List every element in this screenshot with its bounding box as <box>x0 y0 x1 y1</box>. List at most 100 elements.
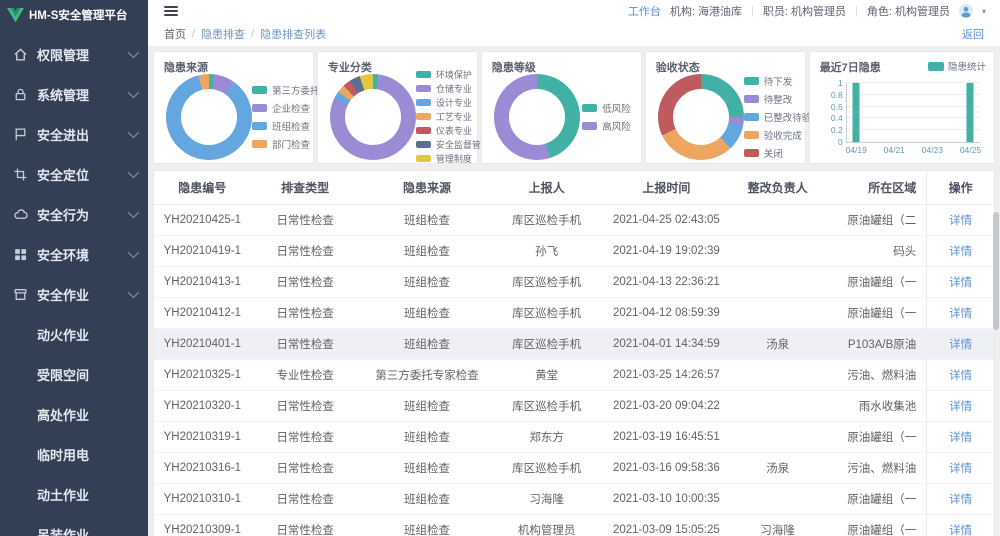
cell-操作: 详情 <box>926 421 994 453</box>
detail-link[interactable]: 详情 <box>949 525 973 536</box>
chart-title: 隐患来源 <box>164 62 208 74</box>
bar-legend[interactable]: 隐患统计 <box>927 59 986 73</box>
legend-swatch <box>415 155 431 162</box>
legend-item[interactable]: 待整改 <box>743 92 812 106</box>
sidebar-item-0[interactable]: 权限管理 <box>0 34 148 74</box>
cell-隐患编号: YH20210419-1 <box>154 235 251 267</box>
legend-item[interactable]: 仪表专业 <box>415 124 490 137</box>
legend-item[interactable]: 管理制度 <box>415 152 490 165</box>
cell-整改负责人 <box>733 266 822 298</box>
x-axis-tick: 04/25 <box>959 145 982 155</box>
cell-整改负责人 <box>733 235 822 267</box>
legend-item[interactable]: 验收完成 <box>743 128 812 142</box>
table-header-4: 上报时间 <box>599 171 734 205</box>
cell-整改负责人 <box>733 390 822 422</box>
cell-整改负责人 <box>733 297 822 329</box>
cell-隐患编号: YH20210310-1 <box>154 483 251 515</box>
detail-link[interactable]: 详情 <box>949 432 973 444</box>
legend-label: 高风险 <box>602 121 631 133</box>
sidebar-item-12[interactable]: 吊装作业 <box>0 514 148 536</box>
detail-link[interactable]: 详情 <box>949 463 973 475</box>
sidebar-item-label: 吊装作业 <box>37 527 90 536</box>
cell-操作: 详情 <box>926 452 994 484</box>
sidebar-item-label: 受限空间 <box>37 367 90 383</box>
legend-label: 第三方委托专家检查 <box>272 85 334 97</box>
sidebar-item-label: 系统管理 <box>37 87 90 103</box>
table-header-0: 隐患编号 <box>154 171 251 205</box>
logo-row: HM-S安全管理平台 <box>0 0 148 28</box>
legend-item[interactable]: 关闭 <box>743 146 812 160</box>
detail-link[interactable]: 详情 <box>949 370 973 382</box>
chevron-down-icon <box>127 46 140 59</box>
cell-排查类型: 日常性检查 <box>250 266 360 298</box>
legend-label: 验收完成 <box>763 130 802 142</box>
sidebar-item-4[interactable]: 安全行为 <box>0 194 148 234</box>
sidebar-item-2[interactable]: 安全进出 <box>0 114 148 154</box>
chart-card-1: 专业分类 环境保护 仓储专业 设计专业 工艺专业 仪表专业 安全监督管理 管理制度 <box>316 51 490 164</box>
legend-item[interactable]: 部门检查 <box>252 137 334 151</box>
cell-隐患编号: YH20210425-1 <box>154 204 251 236</box>
sidebar-item-7[interactable]: 动火作业 <box>0 314 148 354</box>
sidebar-item-8[interactable]: 受限空间 <box>0 354 148 394</box>
detail-link[interactable]: 详情 <box>949 277 973 289</box>
cell-隐患编号: YH20210309-1 <box>154 514 251 536</box>
legend-item[interactable]: 设计专业 <box>415 96 490 109</box>
detail-link[interactable]: 详情 <box>949 339 973 351</box>
breadcrumb-item-2[interactable]: 隐患排查列表 <box>260 29 327 41</box>
cell-排查类型: 日常性检查 <box>250 204 360 236</box>
cell-排查类型: 日常性检查 <box>250 452 360 484</box>
legend-item[interactable]: 环境保护 <box>415 68 490 81</box>
legend-item[interactable]: 待下发 <box>743 74 812 88</box>
legend-item[interactable]: 安全监督管理 <box>415 138 490 151</box>
legend-swatch <box>743 148 759 157</box>
table-header-2: 隐患来源 <box>359 171 495 205</box>
cell-整改负责人: 汤泉 <box>733 452 822 484</box>
table-row: YH20210419-1 日常性检查 班组检查 孙飞 2021-04-19 19:02:… <box>154 235 994 267</box>
cell-整改负责人: 习海隆 <box>733 514 822 536</box>
cell-排查类型: 日常性检查 <box>250 328 360 360</box>
legend-item[interactable]: 已整改待验 <box>743 110 811 124</box>
detail-link[interactable]: 详情 <box>949 308 973 320</box>
legend-label: 待整改 <box>763 94 793 106</box>
cell-所在区域: 码头 <box>821 235 927 267</box>
legend-item[interactable]: 低风险 <box>582 101 631 115</box>
page-scrollbar[interactable] <box>993 212 999 330</box>
breadcrumb-separator: / <box>192 28 196 40</box>
lock-icon <box>13 87 28 102</box>
chevron-down-icon[interactable]: ▾ <box>981 6 986 16</box>
back-link[interactable]: 返回 <box>962 29 984 41</box>
table-header-5: 整改负责人 <box>733 171 822 205</box>
legend-item[interactable]: 企业检查 <box>252 101 334 115</box>
cell-排查类型: 日常性检查 <box>250 483 360 515</box>
sidebar-item-9[interactable]: 高处作业 <box>0 394 148 434</box>
legend-item[interactable]: 班组检查 <box>252 119 334 133</box>
detail-link[interactable]: 详情 <box>949 246 973 258</box>
breadcrumb-item-1[interactable]: 隐患排查 <box>201 29 246 41</box>
sidebar-item-10[interactable]: 临时用电 <box>0 434 148 474</box>
y-axis-tick: 1 <box>837 78 843 88</box>
cell-上报时间: 2021-04-25 02:43:05 <box>599 204 734 236</box>
legend-item[interactable]: 仓储专业 <box>415 82 490 95</box>
cell-上报人: 库区巡检手机 <box>494 390 600 422</box>
user-avatar-icon[interactable] <box>958 4 973 18</box>
sidebar-item-3[interactable]: 安全定位 <box>0 154 148 194</box>
sidebar-item-1[interactable]: 系统管理 <box>0 74 148 114</box>
sidebar-item-5[interactable]: 安全环境 <box>0 234 148 274</box>
sidebar-item-11[interactable]: 动土作业 <box>0 474 148 514</box>
detail-link[interactable]: 详情 <box>949 215 973 227</box>
legend-swatch <box>252 103 267 112</box>
detail-link[interactable]: 详情 <box>949 401 973 413</box>
menu-toggle-icon[interactable] <box>164 6 178 16</box>
cell-操作: 详情 <box>926 204 994 236</box>
chevron-down-icon <box>127 126 140 139</box>
workbench-link[interactable]: 工作台 <box>627 6 661 18</box>
legend-item[interactable]: 工艺专业 <box>415 110 490 123</box>
legend-item[interactable]: 高风险 <box>582 119 631 133</box>
donut-chart <box>329 73 416 160</box>
detail-link[interactable]: 详情 <box>949 494 973 506</box>
sidebar-item-label: 安全行为 <box>37 207 90 223</box>
charts-row: 隐患来源第三方委托专家检查企业检查班组检查部门检查专业分类环境保护仓储专业设计专… <box>153 51 995 164</box>
legend-item[interactable]: 第三方委托专家检查 <box>252 83 334 97</box>
cell-所在区域: 原油罐组（一 <box>821 266 927 298</box>
sidebar-item-6[interactable]: 安全作业 <box>0 274 148 314</box>
